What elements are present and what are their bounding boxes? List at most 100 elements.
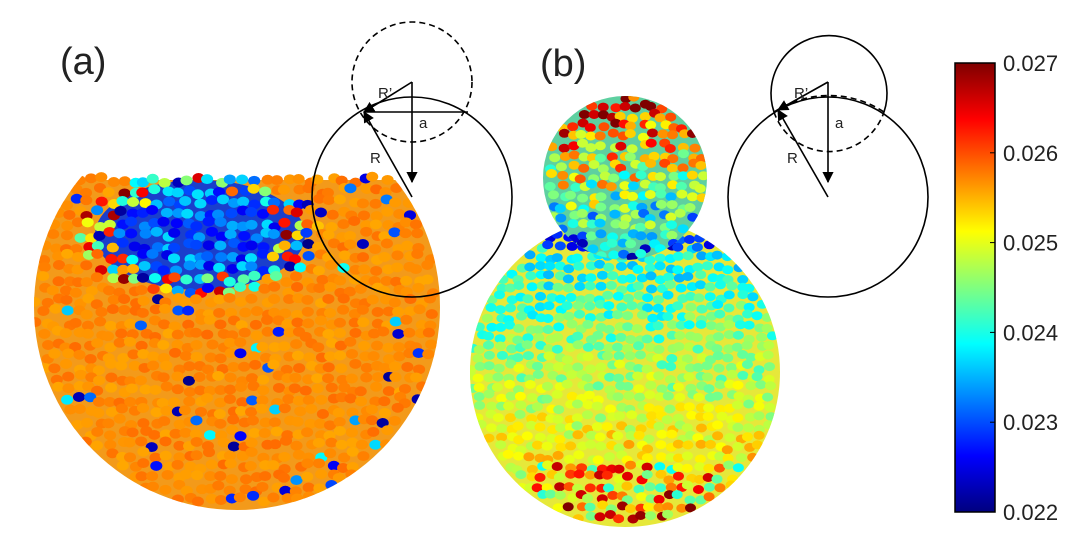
particle xyxy=(707,273,719,283)
particle xyxy=(277,472,290,483)
particle xyxy=(606,238,618,248)
particle xyxy=(626,144,638,154)
particle xyxy=(118,304,131,315)
particle xyxy=(291,493,304,504)
particle xyxy=(653,371,665,381)
particle xyxy=(281,319,294,329)
particle xyxy=(382,264,395,275)
particle xyxy=(608,173,620,183)
particle xyxy=(473,392,485,402)
particle xyxy=(592,381,604,391)
particle xyxy=(270,426,283,437)
particle xyxy=(382,342,395,353)
particle xyxy=(62,371,75,382)
particle xyxy=(572,399,583,409)
particle xyxy=(544,181,556,191)
particle xyxy=(562,283,574,293)
particle xyxy=(765,381,776,391)
particle xyxy=(382,386,395,397)
particle xyxy=(562,274,574,284)
particle xyxy=(226,263,239,274)
particle xyxy=(664,144,676,153)
particle xyxy=(245,261,258,272)
particle xyxy=(171,187,184,198)
particle xyxy=(733,263,745,273)
particle xyxy=(60,230,74,241)
particle xyxy=(338,452,351,463)
particle xyxy=(613,291,624,301)
particle xyxy=(169,347,182,358)
particle xyxy=(292,449,305,460)
particle xyxy=(312,437,325,448)
particle xyxy=(159,450,172,461)
particle xyxy=(553,362,565,372)
particle xyxy=(389,372,402,383)
particle xyxy=(150,226,163,237)
particle xyxy=(159,429,172,440)
particle xyxy=(203,314,216,325)
particle xyxy=(676,189,688,199)
particle xyxy=(735,320,746,330)
particle xyxy=(521,340,533,350)
particle xyxy=(106,242,119,253)
particle xyxy=(677,142,689,152)
particle xyxy=(61,305,74,316)
particle xyxy=(632,281,644,291)
particle xyxy=(723,303,735,313)
particle xyxy=(90,440,104,451)
particle xyxy=(369,439,382,450)
particle xyxy=(714,322,726,332)
particle xyxy=(683,372,695,382)
particle xyxy=(595,202,607,212)
particle xyxy=(714,309,726,319)
particle xyxy=(687,212,699,222)
particle xyxy=(305,403,318,414)
particle xyxy=(337,219,350,230)
particle xyxy=(594,259,606,269)
particle xyxy=(157,216,170,227)
particle xyxy=(624,152,636,162)
particle xyxy=(103,219,116,230)
particle xyxy=(497,274,509,284)
particle xyxy=(557,170,569,180)
particle xyxy=(666,200,678,210)
particle xyxy=(595,192,607,202)
particle xyxy=(703,463,715,473)
particle xyxy=(269,271,283,281)
particle xyxy=(532,402,543,412)
particle xyxy=(722,453,734,463)
particle xyxy=(161,469,174,480)
particle xyxy=(665,192,677,202)
particle xyxy=(290,440,303,451)
particle xyxy=(506,344,518,354)
particle xyxy=(267,460,280,471)
particle xyxy=(712,351,724,361)
particle xyxy=(292,395,305,406)
particle xyxy=(94,316,107,327)
particle xyxy=(250,330,263,341)
arrow-r-prime xyxy=(363,81,413,113)
particle xyxy=(123,452,137,463)
particle xyxy=(391,402,404,413)
particle xyxy=(512,421,524,431)
particle xyxy=(721,445,733,455)
particle xyxy=(256,481,269,492)
particle xyxy=(535,261,546,271)
particle xyxy=(765,412,777,422)
particle xyxy=(382,306,395,317)
particle xyxy=(553,472,565,482)
particle xyxy=(214,217,227,227)
particle xyxy=(608,250,620,260)
particle xyxy=(325,437,338,448)
particle xyxy=(667,180,679,190)
particle xyxy=(104,430,117,441)
particle xyxy=(160,405,173,416)
particle xyxy=(626,301,638,311)
particle xyxy=(212,370,225,381)
particle xyxy=(125,228,138,239)
particle xyxy=(677,163,689,173)
particle xyxy=(267,229,280,239)
particle xyxy=(80,277,93,288)
particle xyxy=(682,272,694,281)
particle xyxy=(355,439,369,450)
